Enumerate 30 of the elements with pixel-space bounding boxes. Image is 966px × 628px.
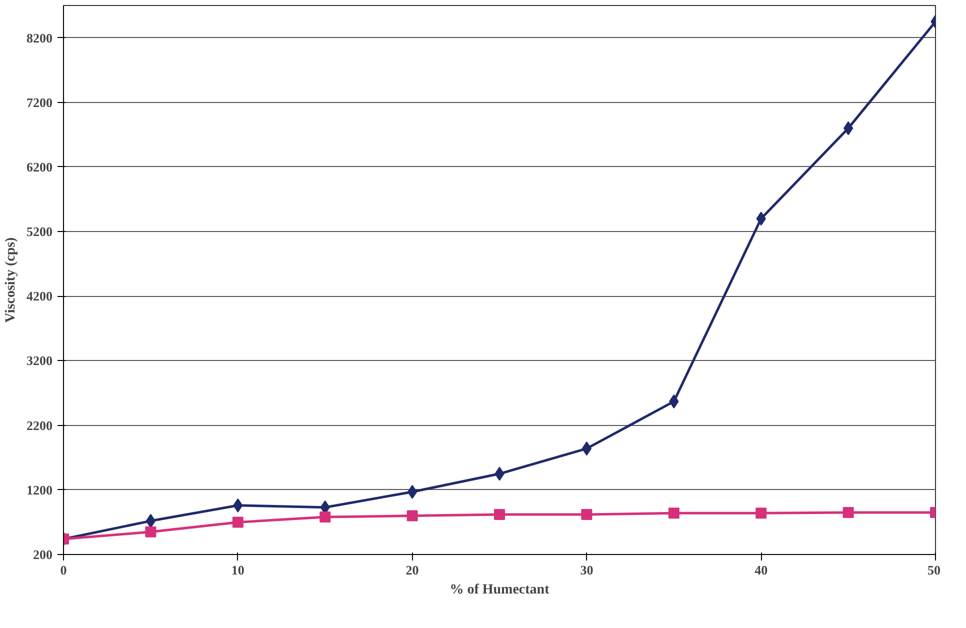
point <box>843 121 854 136</box>
point <box>668 508 680 519</box>
x-tick-label: 50 <box>928 562 940 578</box>
y-tick-label: 2200 <box>26 418 52 433</box>
x-tick-label: 10 <box>231 562 244 578</box>
point <box>407 484 418 499</box>
point <box>581 508 592 520</box>
x-axis-title: % of Humectant <box>450 582 550 598</box>
x-tick-label: 30 <box>580 562 594 578</box>
y-tick-label: 6200 <box>26 159 52 174</box>
point <box>406 510 418 522</box>
point <box>756 508 767 519</box>
point <box>145 526 156 538</box>
y-axis-title: Viscosity (cps) <box>4 236 18 323</box>
y-tick-label: 3200 <box>26 353 52 368</box>
point <box>320 512 331 523</box>
point <box>842 507 854 518</box>
x-tick-label: 0 <box>60 562 67 578</box>
point <box>146 514 156 528</box>
point <box>494 508 505 520</box>
point <box>232 516 244 528</box>
x-tick-label: 20 <box>406 562 419 578</box>
y-tick-label: 7200 <box>26 94 52 110</box>
y-tick-label: 200 <box>33 547 52 562</box>
y-tick-label: 4200 <box>26 288 52 304</box>
x-tick-label: 40 <box>754 562 768 578</box>
y-tick-label: 1200 <box>26 482 52 498</box>
y-tick-label: 5200 <box>26 224 52 240</box>
point <box>582 442 592 456</box>
y-tick-label: 8200 <box>26 30 52 46</box>
